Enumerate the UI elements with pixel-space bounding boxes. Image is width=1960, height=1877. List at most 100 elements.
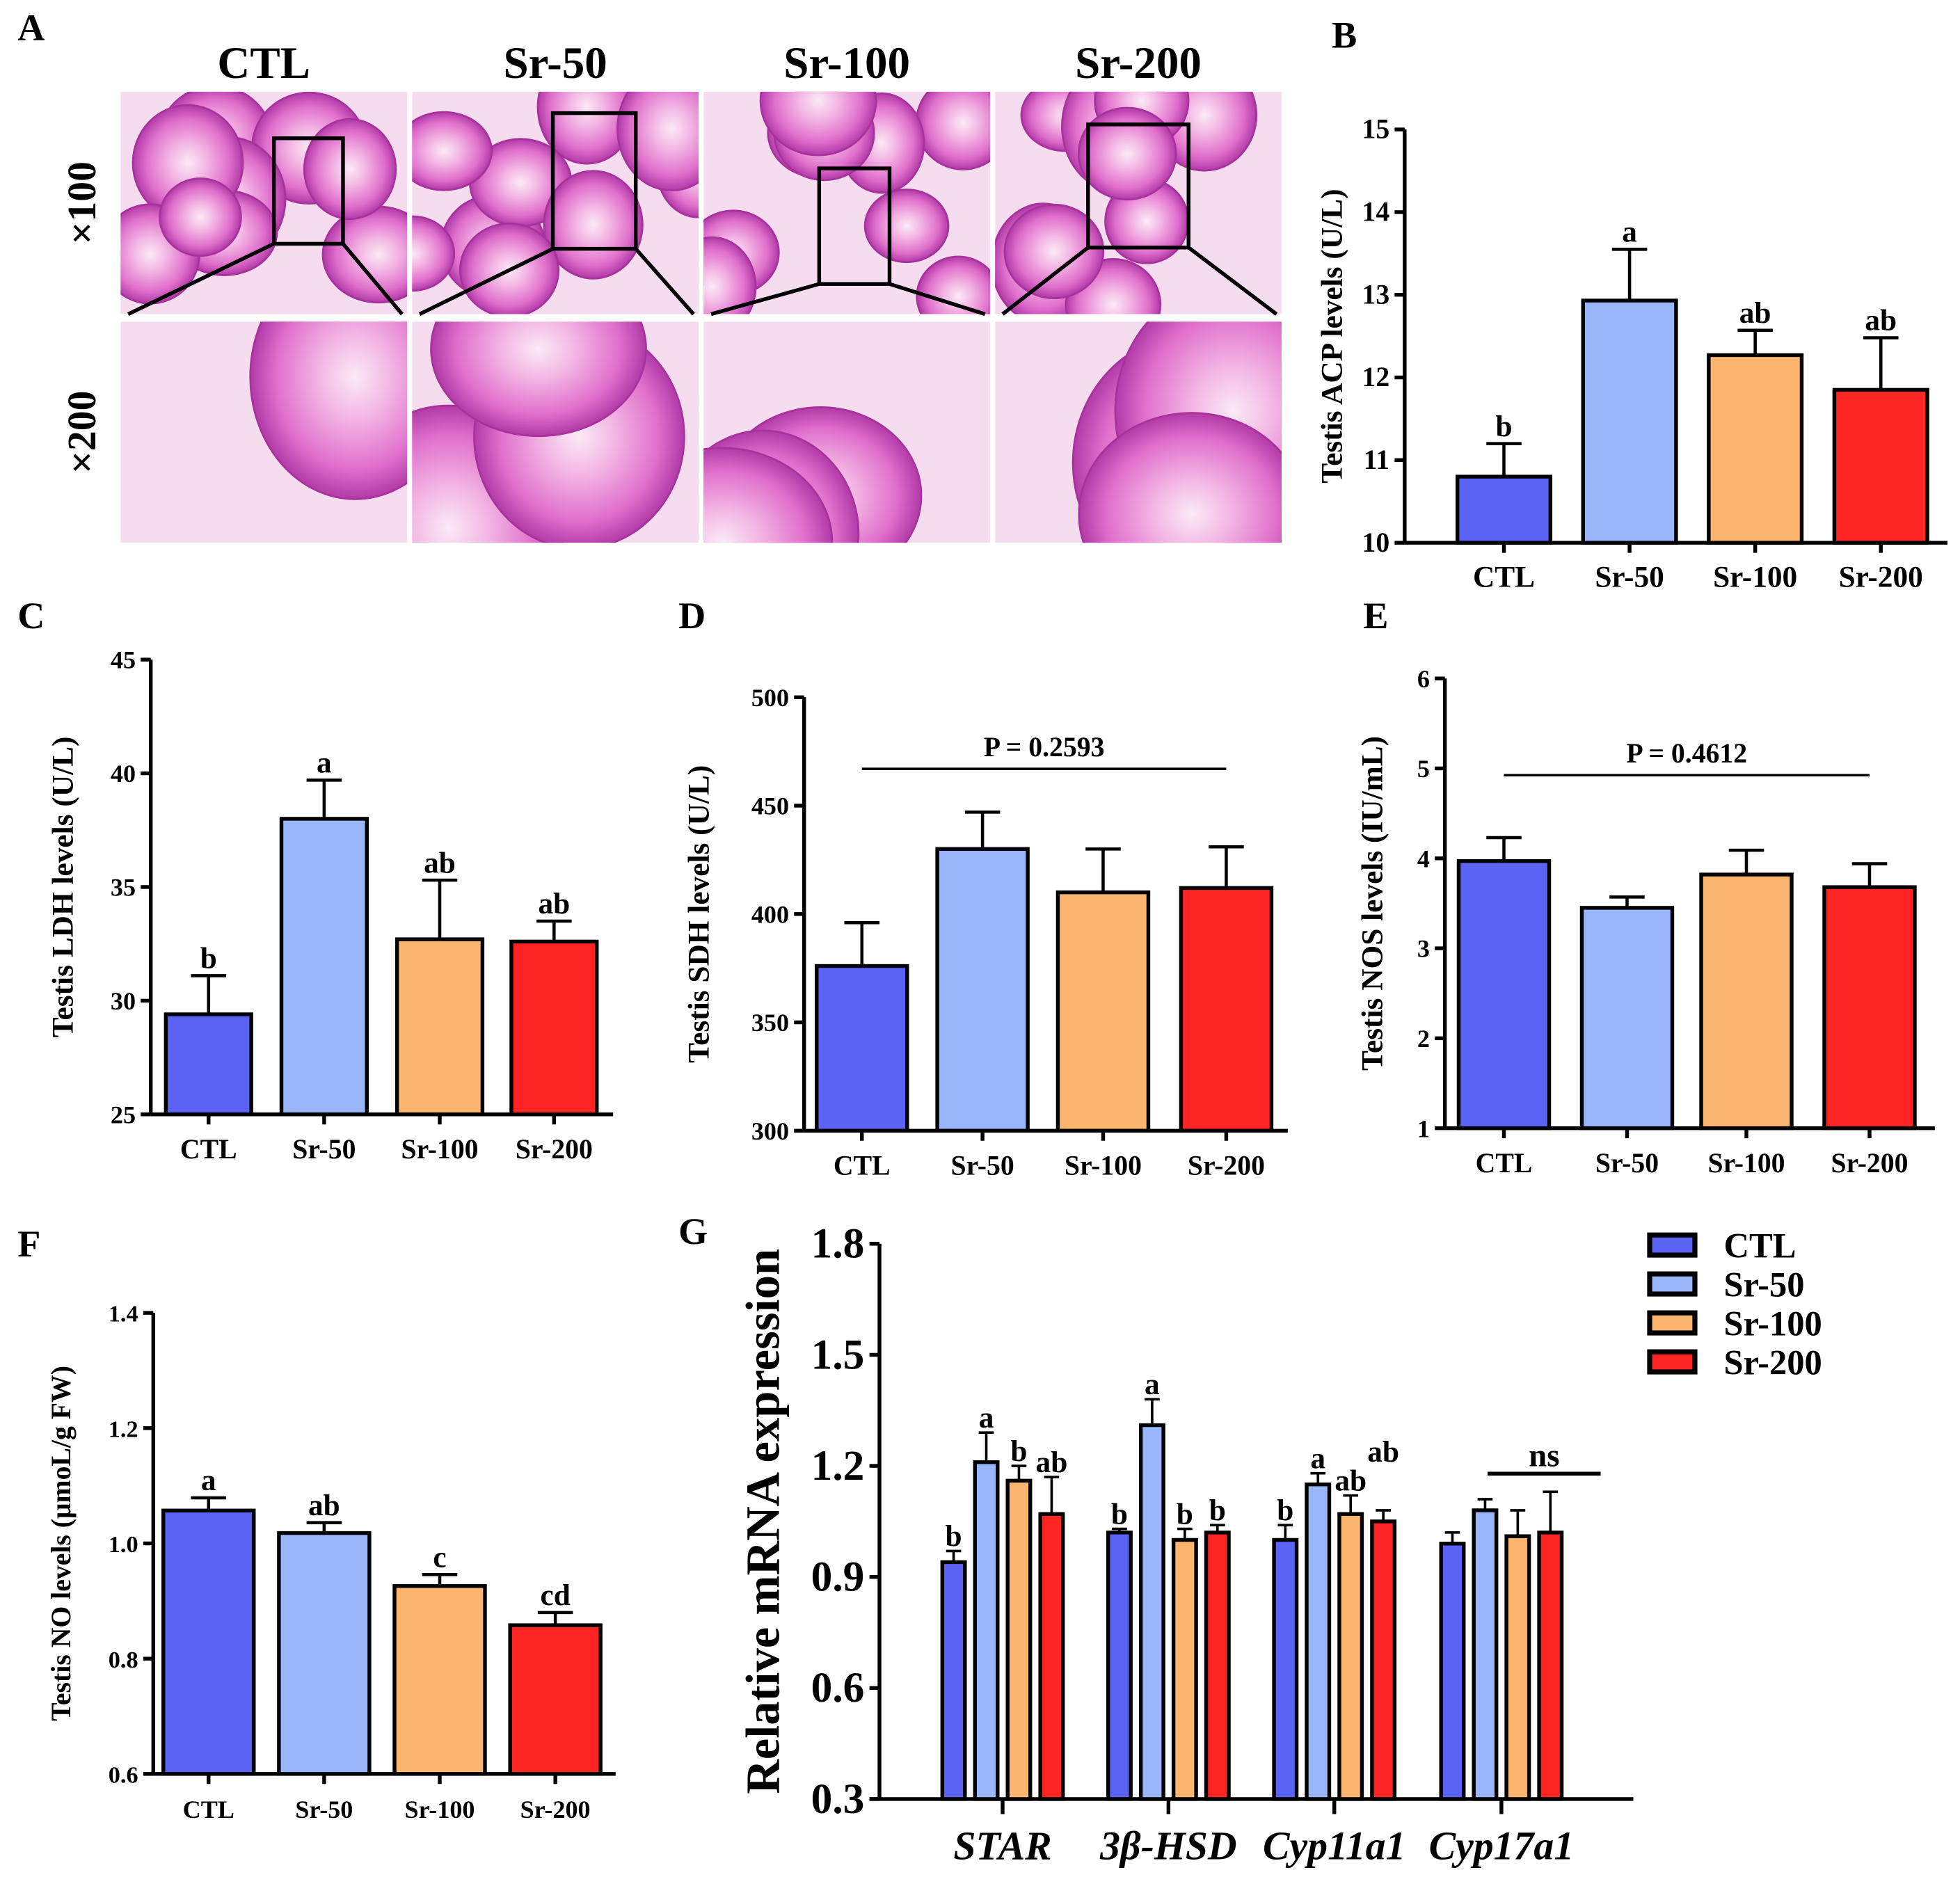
ns-annotation: ns <box>1529 1437 1559 1473</box>
significance-letter: a <box>201 1464 216 1497</box>
x-tick-label: Sr-50 <box>295 1796 353 1823</box>
tissue <box>703 321 990 543</box>
panel-label-B: B <box>1332 15 1357 56</box>
seminiferous-tubule <box>412 215 456 292</box>
seminiferous-tubule <box>543 170 644 280</box>
significance-letter: cd <box>540 1579 570 1612</box>
tissue <box>995 321 1282 543</box>
x-tick-label: CTL <box>183 1796 234 1823</box>
significance-letter: b <box>200 942 217 975</box>
y-tick-label: 500 <box>751 684 789 712</box>
panel-label-A: A <box>17 7 45 49</box>
significance-letter: b <box>946 1519 962 1553</box>
y-tick-label: 1.8 <box>811 1220 865 1268</box>
y-tick-label: 450 <box>751 792 789 820</box>
significance-letter: ab <box>1367 1435 1399 1469</box>
histology-row-label: ×100 <box>61 161 104 245</box>
y-tick-label: 1.4 <box>109 1301 138 1327</box>
histology-row-label: ×200 <box>61 390 104 474</box>
histology-column-sr-100: Sr-100 <box>783 38 910 88</box>
y-tick-label: 3 <box>1417 935 1430 963</box>
x-tick-label: 3β-HSD <box>1099 1825 1236 1869</box>
significance-letter: a <box>979 1401 994 1435</box>
bar-sr-50 <box>935 847 1030 1133</box>
significance-letter: a <box>1310 1441 1325 1475</box>
histology-image <box>412 321 699 543</box>
bar-sr-50 <box>1581 298 1678 545</box>
panel-label-C: C <box>17 595 45 637</box>
histology-image <box>995 321 1282 543</box>
significance-letter: b <box>1209 1494 1226 1527</box>
bar-sr-100 <box>1699 872 1794 1131</box>
bar-ctl <box>1272 1537 1299 1801</box>
x-tick-label: Sr-200 <box>1839 560 1923 593</box>
tissue <box>412 321 699 543</box>
bar-sr-50 <box>1138 1423 1165 1801</box>
bar-sr-200 <box>509 939 599 1117</box>
significance-letter: ab <box>1334 1464 1367 1497</box>
tissue <box>412 91 699 314</box>
y-axis-label: Testis LDH levels (U/L) <box>47 737 80 1038</box>
zoom-line <box>418 247 554 316</box>
bar-sr-100 <box>1005 1478 1033 1801</box>
bar-ctl <box>1455 474 1553 545</box>
y-tick-label: 35 <box>111 874 136 902</box>
y-tick-label: 400 <box>751 900 789 928</box>
legend-swatch-ctl <box>1647 1232 1698 1258</box>
bar-sr-200 <box>1537 1531 1564 1801</box>
tissue <box>120 321 408 543</box>
significance-letter: b <box>1177 1497 1193 1531</box>
histology-image <box>995 91 1282 314</box>
x-tick-label: CTL <box>1473 560 1535 593</box>
y-axis-label: Relative mRNA expression <box>737 1249 790 1794</box>
seminiferous-tubule <box>303 118 397 221</box>
histology-image <box>703 321 990 543</box>
x-tick-label: Sr-100 <box>401 1134 478 1165</box>
significance-letter: ab <box>538 887 570 920</box>
x-tick-label: Sr-200 <box>516 1134 593 1165</box>
legend-swatch-sr-100 <box>1647 1310 1698 1336</box>
zoom-region-box <box>817 166 892 286</box>
y-tick-label: 350 <box>751 1009 789 1037</box>
zoom-region-box <box>1086 122 1190 250</box>
bar-sr-100 <box>1055 890 1151 1133</box>
x-tick-label: Sr-50 <box>1595 1148 1659 1179</box>
seminiferous-tubule <box>249 321 408 500</box>
bar-sr-200 <box>508 1623 603 1776</box>
legend-label: CTL <box>1724 1227 1796 1265</box>
tissue <box>995 91 1282 314</box>
y-tick-label: 13 <box>1362 279 1389 310</box>
y-tick-label: 5 <box>1417 755 1430 783</box>
seminiferous-tubule <box>1078 412 1282 543</box>
y-tick-label: 30 <box>111 987 136 1015</box>
significance-letter: ab <box>308 1489 340 1522</box>
seminiferous-tubule <box>616 91 699 192</box>
y-tick-label: 2 <box>1417 1025 1430 1053</box>
y-tick-label: 40 <box>111 760 136 788</box>
chart-D: D Testis SDH levels (U/L) 300 350 400 450 500 C… <box>678 595 1288 1181</box>
zoom-region-box <box>550 111 638 251</box>
legend-label: Sr-50 <box>1724 1265 1805 1304</box>
seminiferous-tubule <box>1077 106 1177 201</box>
y-tick-label: 12 <box>1362 362 1389 392</box>
bar-sr-200 <box>1370 1519 1397 1801</box>
bar-sr-50 <box>973 1460 1000 1801</box>
panel-label-F: F <box>17 1223 40 1265</box>
zoom-line <box>127 241 275 316</box>
p-value-annotation: P = 0.4612 <box>1626 738 1747 769</box>
seminiferous-tubule <box>863 189 950 264</box>
significance-letter: b <box>1111 1497 1128 1531</box>
panel-label-G: G <box>678 1211 708 1252</box>
x-tick-label: STAR <box>953 1825 1051 1869</box>
bar-ctl <box>1106 1531 1133 1801</box>
y-tick-label: 0.9 <box>811 1553 865 1601</box>
y-tick-label: 1.2 <box>109 1416 138 1442</box>
y-tick-label: 6 <box>1417 665 1430 693</box>
histology-panel: A CTL Sr-50 Sr-100 Sr-200 ×100 ×200 <box>17 7 1282 543</box>
bar-ctl <box>815 964 909 1133</box>
y-tick-label: 0.6 <box>811 1664 865 1711</box>
p-value-annotation: P = 0.2593 <box>984 732 1105 762</box>
zoom-line <box>1187 246 1278 316</box>
histology-image <box>412 91 699 314</box>
